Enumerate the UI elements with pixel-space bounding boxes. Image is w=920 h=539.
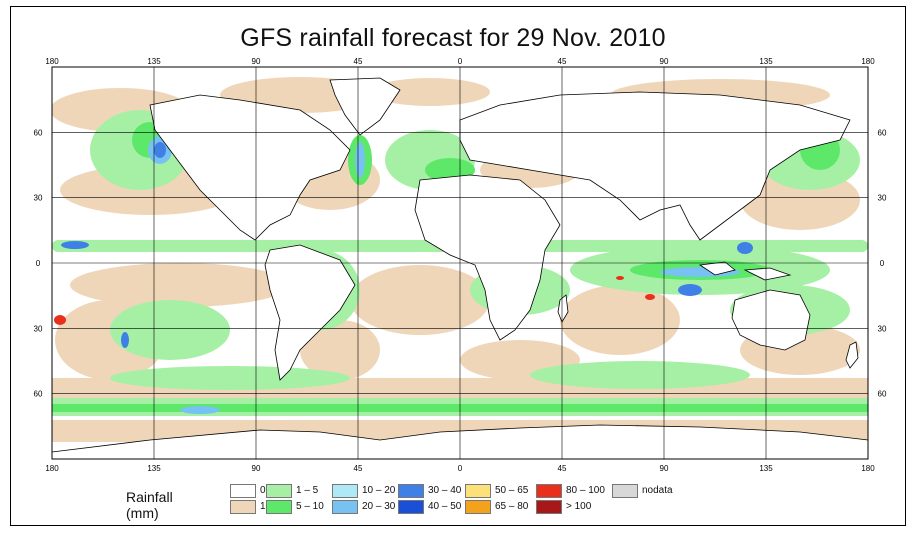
graticule xyxy=(52,67,868,459)
legend-swatch xyxy=(398,484,424,498)
lat-tick-left: 60 xyxy=(34,390,43,399)
lat-tick-right: 60 xyxy=(878,390,887,399)
lon-tick-bottom: 180 xyxy=(861,464,875,473)
legend-swatch xyxy=(266,484,292,498)
lat-tick-left: 30 xyxy=(34,194,43,203)
legend-swatch xyxy=(398,500,424,514)
legend-label: 0 xyxy=(260,485,266,496)
map-border xyxy=(51,66,869,460)
legend-label: 20 – 30 xyxy=(362,501,396,512)
legend-swatch xyxy=(332,484,358,498)
legend-label: 50 – 65 xyxy=(495,485,529,496)
lon-tick-top: 90 xyxy=(252,57,261,66)
lon-tick-bottom: 90 xyxy=(252,464,261,473)
legend-swatch xyxy=(465,484,491,498)
figure-frame xyxy=(10,6,906,526)
legend-label: 80 – 100 xyxy=(566,485,605,496)
lat-tick-left: 0 xyxy=(36,259,41,268)
lon-tick-bottom: 90 xyxy=(660,464,669,473)
legend-label: 40 – 50 xyxy=(428,501,462,512)
lat-tick-right: 0 xyxy=(880,259,885,268)
legend-swatch xyxy=(266,500,292,514)
legend-swatch xyxy=(465,500,491,514)
lat-tick-left: 30 xyxy=(34,324,43,333)
lon-tick-top: 45 xyxy=(354,57,363,66)
legend-label: 1 xyxy=(260,501,266,512)
lon-tick-top: 135 xyxy=(147,57,161,66)
legend-label: 1 – 5 xyxy=(296,485,319,496)
tick-labels: 180 180 135 135 90 90 45 45 0 0 45 45 90 90 135 135 180 1… xyxy=(34,57,887,473)
lon-tick-top: 180 xyxy=(45,57,59,66)
legend-swatch xyxy=(612,484,638,498)
legend-label: 5 – 10 xyxy=(296,501,324,512)
lon-tick-top: 90 xyxy=(660,57,669,66)
legend-swatch xyxy=(536,484,562,498)
legend-swatch xyxy=(230,500,256,514)
legend-label: 30 – 40 xyxy=(428,485,462,496)
lon-tick-top: 0 xyxy=(458,57,463,66)
lon-tick-bottom: 0 xyxy=(458,464,463,473)
lat-tick-right: 60 xyxy=(878,128,887,137)
lon-tick-bottom: 45 xyxy=(558,464,567,473)
legend-swatch xyxy=(332,500,358,514)
legend-label: > 100 xyxy=(566,501,592,512)
legend-swatch xyxy=(230,484,256,498)
lon-tick-top: 180 xyxy=(861,57,875,66)
lon-tick-top: 45 xyxy=(558,57,567,66)
lon-tick-bottom: 45 xyxy=(354,464,363,473)
legend-label: 65 – 80 xyxy=(495,501,529,512)
lon-tick-bottom: 135 xyxy=(759,464,773,473)
lat-tick-right: 30 xyxy=(878,324,887,333)
legend-label: nodata xyxy=(642,485,673,496)
lat-tick-right: 30 xyxy=(878,194,887,203)
lon-tick-bottom: 135 xyxy=(147,464,161,473)
legend-label: 10 – 20 xyxy=(362,485,396,496)
lon-tick-top: 135 xyxy=(759,57,773,66)
legend-title: Rainfall (mm) xyxy=(126,489,173,521)
lat-tick-left: 60 xyxy=(34,128,43,137)
map-title: GFS rainfall forecast for 29 Nov. 2010 xyxy=(240,24,666,52)
legend-swatch xyxy=(536,500,562,514)
lon-tick-bottom: 180 xyxy=(45,464,59,473)
